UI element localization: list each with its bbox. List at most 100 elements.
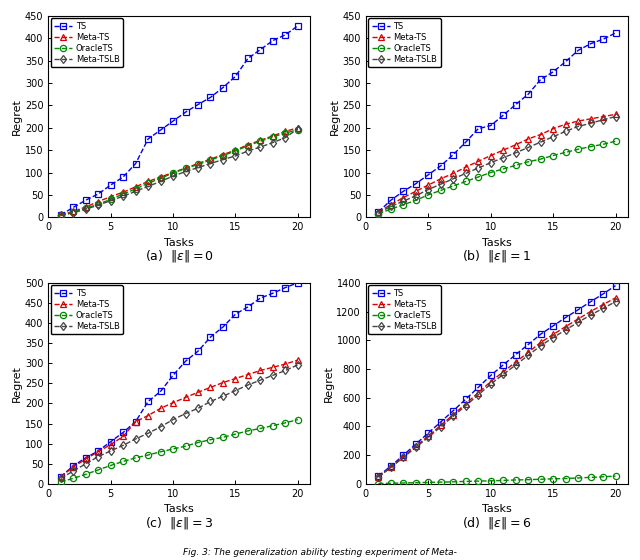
TS bbox=[269, 290, 276, 297]
OracleTS bbox=[487, 478, 495, 484]
Meta-TSLB bbox=[169, 172, 177, 179]
TS bbox=[82, 197, 90, 204]
TS bbox=[387, 197, 395, 204]
Meta-TS bbox=[182, 165, 189, 171]
Meta-TS bbox=[537, 339, 545, 346]
Line: OracleTS: OracleTS bbox=[58, 417, 301, 485]
OracleTS bbox=[107, 462, 115, 469]
Meta-TS bbox=[524, 349, 532, 356]
Text: (b)  $\|\varepsilon\| = 1$: (b) $\|\varepsilon\| = 1$ bbox=[463, 248, 531, 264]
Meta-TS bbox=[399, 194, 407, 201]
Meta-TSLB bbox=[537, 139, 545, 146]
Meta-TS bbox=[107, 193, 115, 200]
OracleTS bbox=[437, 187, 445, 194]
Meta-TS bbox=[562, 121, 570, 128]
TS bbox=[549, 323, 557, 329]
TS bbox=[69, 463, 77, 469]
OracleTS bbox=[269, 133, 276, 140]
OracleTS bbox=[499, 477, 507, 484]
Line: Meta-TSLB: Meta-TSLB bbox=[375, 114, 619, 216]
OracleTS bbox=[399, 202, 407, 208]
Meta-TSLB bbox=[387, 464, 395, 471]
Meta-TSLB bbox=[587, 312, 595, 319]
TS bbox=[69, 204, 77, 211]
Meta-TS bbox=[399, 453, 407, 460]
Meta-TS bbox=[524, 136, 532, 142]
TS bbox=[207, 334, 214, 340]
Meta-TSLB bbox=[232, 388, 239, 394]
TS bbox=[119, 174, 127, 180]
Meta-TSLB bbox=[119, 193, 127, 199]
TS bbox=[387, 463, 395, 469]
Meta-TS bbox=[144, 412, 152, 419]
Meta-TS bbox=[257, 137, 264, 144]
Line: OracleTS: OracleTS bbox=[375, 473, 619, 487]
Meta-TSLB bbox=[524, 144, 532, 151]
Meta-TS bbox=[412, 443, 420, 450]
OracleTS bbox=[474, 174, 482, 180]
Meta-TS bbox=[69, 464, 77, 470]
OracleTS bbox=[94, 201, 102, 208]
Meta-TS bbox=[119, 433, 127, 440]
Meta-TSLB bbox=[562, 326, 570, 333]
Meta-TS bbox=[512, 142, 520, 148]
Meta-TSLB bbox=[94, 202, 102, 208]
TS bbox=[574, 306, 582, 313]
Meta-TSLB bbox=[487, 159, 495, 166]
TS bbox=[157, 127, 164, 133]
Meta-TSLB bbox=[294, 125, 301, 132]
TS bbox=[512, 101, 520, 108]
Meta-TS bbox=[94, 449, 102, 455]
OracleTS bbox=[524, 477, 532, 483]
Meta-TS bbox=[282, 128, 289, 135]
Line: Meta-TS: Meta-TS bbox=[58, 357, 301, 480]
Meta-TSLB bbox=[269, 139, 276, 146]
Meta-TSLB bbox=[574, 319, 582, 326]
Meta-TS bbox=[474, 389, 482, 396]
Meta-TSLB bbox=[424, 186, 432, 193]
OracleTS bbox=[474, 478, 482, 484]
TS bbox=[82, 455, 90, 461]
Meta-TS bbox=[499, 368, 507, 375]
OracleTS bbox=[132, 455, 140, 461]
TS bbox=[612, 282, 620, 289]
Meta-TS bbox=[57, 473, 65, 480]
OracleTS bbox=[587, 143, 595, 150]
Meta-TS bbox=[232, 147, 239, 153]
OracleTS bbox=[219, 434, 227, 441]
OracleTS bbox=[182, 443, 189, 450]
Meta-TS bbox=[219, 379, 227, 386]
Meta-TSLB bbox=[374, 209, 382, 216]
TS bbox=[424, 171, 432, 178]
Meta-TS bbox=[244, 142, 252, 148]
Meta-TS bbox=[269, 133, 276, 139]
TS bbox=[399, 452, 407, 459]
OracleTS bbox=[282, 419, 289, 426]
TS bbox=[219, 84, 227, 91]
Meta-TSLB bbox=[144, 430, 152, 437]
OracleTS bbox=[387, 206, 395, 213]
TS bbox=[107, 438, 115, 445]
TS bbox=[412, 441, 420, 447]
OracleTS bbox=[374, 480, 382, 487]
TS bbox=[194, 348, 202, 354]
Legend: TS, Meta-TS, OracleTS, Meta-TSLB: TS, Meta-TS, OracleTS, Meta-TSLB bbox=[369, 18, 440, 67]
Meta-TSLB bbox=[269, 372, 276, 379]
Meta-TS bbox=[182, 394, 189, 401]
TS bbox=[462, 396, 470, 403]
Meta-TSLB bbox=[474, 391, 482, 398]
TS bbox=[412, 180, 420, 187]
TS bbox=[374, 473, 382, 479]
TS bbox=[437, 418, 445, 425]
TS bbox=[462, 139, 470, 146]
TS bbox=[524, 91, 532, 97]
Meta-TS bbox=[107, 441, 115, 448]
Meta-TS bbox=[57, 212, 65, 218]
OracleTS bbox=[562, 149, 570, 156]
Meta-TSLB bbox=[82, 206, 90, 213]
Meta-TSLB bbox=[182, 168, 189, 175]
Meta-TS bbox=[207, 156, 214, 162]
Meta-TSLB bbox=[257, 377, 264, 384]
TS bbox=[182, 109, 189, 115]
TS bbox=[374, 208, 382, 215]
